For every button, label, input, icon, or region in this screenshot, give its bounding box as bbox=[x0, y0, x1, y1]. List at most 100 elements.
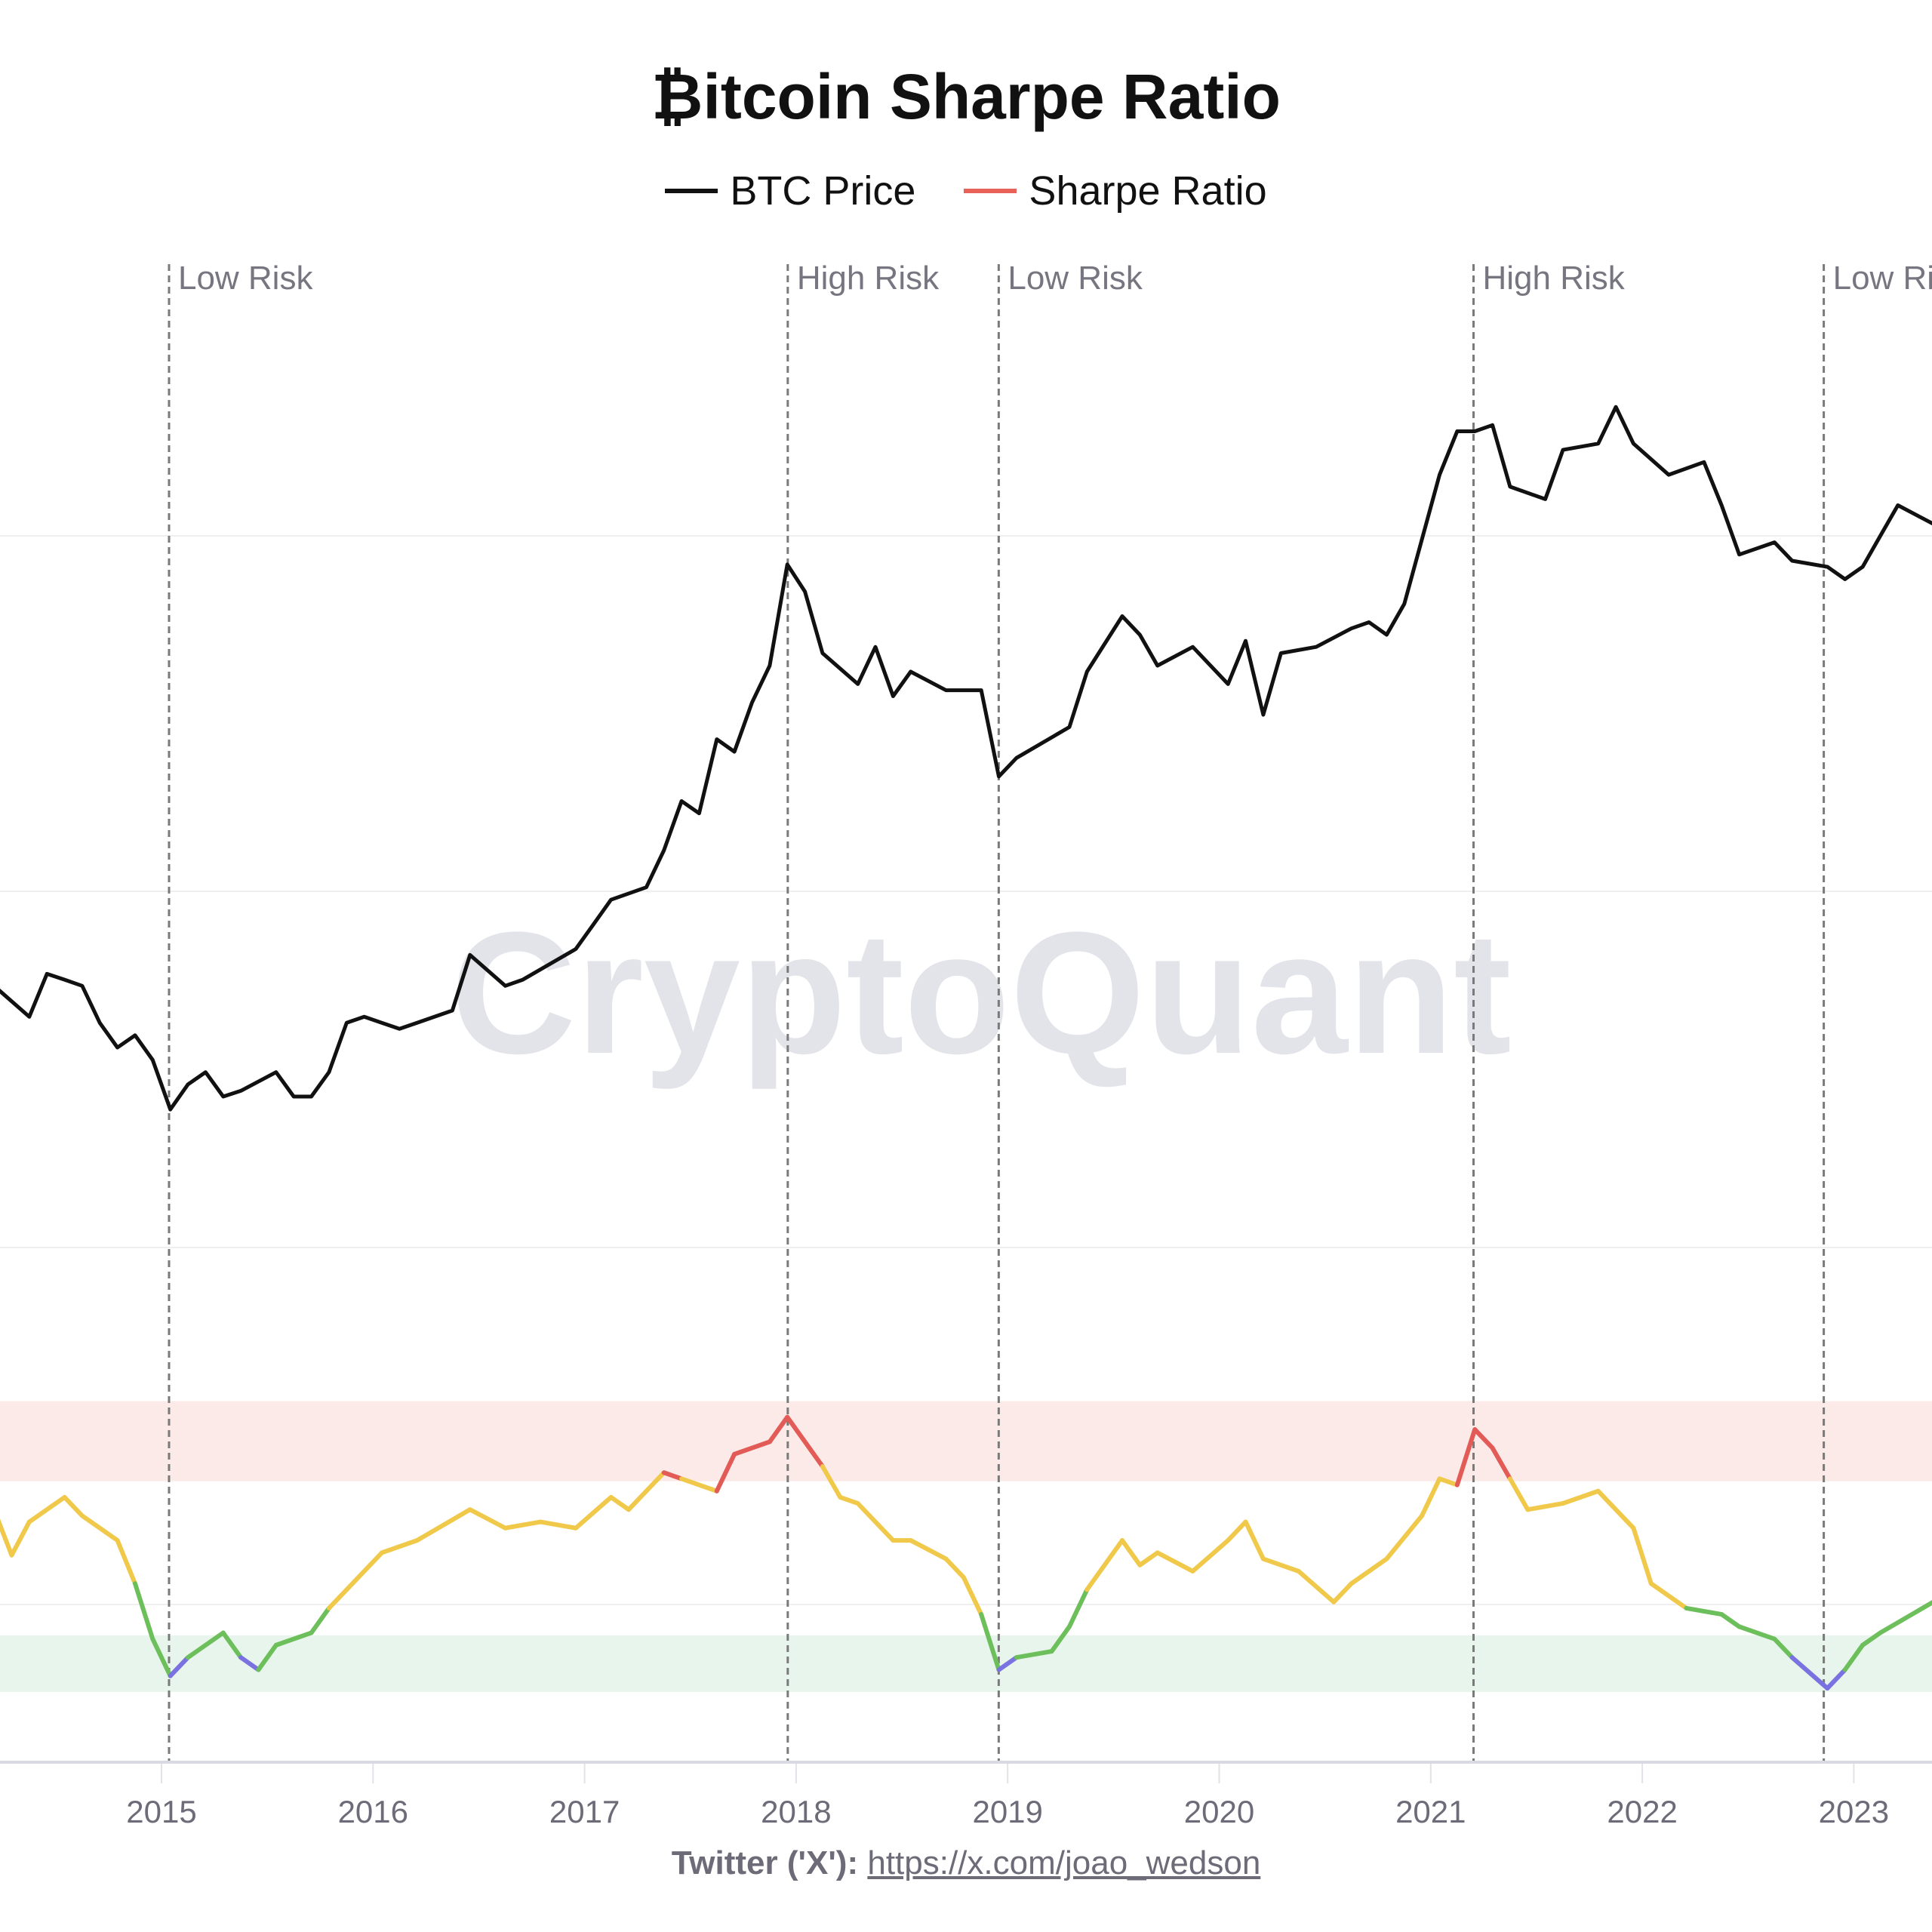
x-tick-label: 2017 bbox=[549, 1794, 620, 1829]
high-risk-band bbox=[0, 1401, 1932, 1481]
sharpe-ratio-segment bbox=[1296, 1568, 1337, 1604]
sharpe-ratio-segment bbox=[115, 1538, 137, 1586]
sharpe-ratio-segment bbox=[767, 1414, 790, 1444]
sharpe-ratio-segment bbox=[1789, 1655, 1830, 1691]
legend-swatch-sharpe-ratio bbox=[964, 189, 1017, 193]
sharpe-ratio-segment bbox=[9, 1519, 32, 1558]
sharpe-ratio-segment bbox=[679, 1476, 719, 1494]
sharpe-ratio-segment bbox=[1260, 1556, 1301, 1574]
sharpe-ratio-segment bbox=[1155, 1550, 1195, 1574]
sharpe-ratio-segment bbox=[785, 1414, 825, 1469]
btc-price-line bbox=[0, 405, 1932, 1112]
sharpe-ratio-segment bbox=[467, 1507, 508, 1531]
sharpe-ratio-segment bbox=[1842, 1642, 1866, 1672]
sharpe-ratio-segment bbox=[1420, 1476, 1442, 1518]
sharpe-ratio-segment bbox=[1878, 1600, 1932, 1635]
footer-prefix: Twitter ('X'): bbox=[671, 1844, 859, 1881]
sharpe-ratio-segment bbox=[1084, 1538, 1125, 1592]
sharpe-ratio-segment bbox=[344, 1550, 384, 1592]
sharpe-ratio-segment bbox=[608, 1494, 631, 1512]
sharpe-ratio-segment bbox=[1772, 1636, 1795, 1660]
chart-title: ₿itcoin Sharpe Ratio bbox=[651, 61, 1281, 132]
sharpe-ratio-segment bbox=[1226, 1519, 1248, 1543]
sharpe-ratio-segment bbox=[168, 1655, 191, 1678]
sharpe-ratio-segment bbox=[256, 1642, 278, 1672]
sharpe-ratio-segment bbox=[1331, 1581, 1354, 1604]
sharpe-ratio-segment bbox=[1525, 1501, 1565, 1512]
legend-swatch-btc-price bbox=[665, 189, 718, 193]
sharpe-ratio-segment bbox=[820, 1464, 843, 1500]
legend: BTC Price Sharpe Ratio bbox=[0, 168, 1932, 214]
sharpe-ratio-segment bbox=[238, 1655, 261, 1672]
x-tick-label: 2016 bbox=[338, 1794, 408, 1829]
sharpe-ratio-segment bbox=[979, 1612, 1001, 1672]
sharpe-ratio-segment bbox=[1066, 1587, 1090, 1629]
low-risk-band bbox=[0, 1635, 1932, 1692]
legend-item-sharpe-ratio[interactable]: Sharpe Ratio bbox=[964, 168, 1267, 214]
sharpe-ratio-segment bbox=[1349, 1556, 1389, 1586]
sharpe-ratio-segment bbox=[961, 1575, 984, 1617]
sharpe-ratio-segment bbox=[186, 1630, 226, 1660]
sharpe-ratio-segment bbox=[1860, 1630, 1883, 1647]
sharpe-ratio-segment bbox=[1737, 1624, 1777, 1641]
sharpe-ratio-segment bbox=[150, 1636, 173, 1678]
sharpe-ratio-segment bbox=[1595, 1488, 1636, 1531]
x-tick-label: 2018 bbox=[761, 1794, 831, 1829]
x-tick-label: 2015 bbox=[126, 1794, 196, 1829]
risk-marker-label: Low Risk bbox=[1008, 260, 1143, 297]
sharpe-ratio-segment bbox=[379, 1538, 420, 1555]
sharpe-ratio-segment bbox=[732, 1439, 772, 1457]
sharpe-ratio-segment bbox=[1243, 1519, 1266, 1561]
sharpe-ratio-segment bbox=[626, 1470, 666, 1512]
sharpe-ratio-segment bbox=[573, 1494, 614, 1531]
sharpe-ratio-segment bbox=[1631, 1525, 1654, 1586]
sharpe-ratio-segment bbox=[538, 1519, 578, 1531]
sharpe-ratio-segment bbox=[996, 1655, 1019, 1672]
sharpe-ratio-segment bbox=[220, 1630, 244, 1660]
sharpe-ratio-segment bbox=[1472, 1427, 1495, 1451]
sharpe-ratio-segment bbox=[838, 1494, 860, 1506]
risk-marker-label: High Risk bbox=[797, 260, 940, 297]
sharpe-ratio-segment bbox=[1190, 1538, 1231, 1574]
x-tick-label: 2021 bbox=[1395, 1794, 1466, 1829]
watermark: CryptoQuant bbox=[451, 896, 1512, 1090]
risk-marker-label: High Risk bbox=[1483, 260, 1626, 297]
footer: Twitter ('X'): https://x.com/joao_wedson bbox=[0, 1844, 1932, 1882]
sharpe-ratio-segment bbox=[132, 1581, 155, 1641]
sharpe-ratio-segment bbox=[1490, 1445, 1512, 1481]
sharpe-ratio-segment bbox=[1560, 1488, 1601, 1506]
sharpe-ratio-segment bbox=[414, 1507, 472, 1543]
legend-item-btc-price[interactable]: BTC Price bbox=[665, 168, 915, 214]
sharpe-ratio-segment bbox=[1384, 1513, 1425, 1561]
sharpe-ratio-segment bbox=[62, 1494, 85, 1518]
sharpe-ratio-segment bbox=[26, 1494, 67, 1524]
risk-marker-label: Low Risk bbox=[1833, 260, 1932, 297]
legend-label: Sharpe Ratio bbox=[1029, 168, 1267, 214]
sharpe-ratio-segment bbox=[1137, 1550, 1160, 1567]
sharpe-ratio-segment bbox=[1684, 1605, 1724, 1617]
footer-link[interactable]: https://x.com/joao_wedson bbox=[867, 1844, 1261, 1881]
sharpe-ratio-segment bbox=[1049, 1624, 1072, 1654]
x-tick-label: 2022 bbox=[1607, 1794, 1677, 1829]
sharpe-ratio-segment bbox=[326, 1587, 349, 1611]
sharpe-ratio-segment bbox=[0, 1518, 14, 1558]
x-tick-label: 2019 bbox=[972, 1794, 1042, 1829]
sharpe-ratio-segment bbox=[1120, 1538, 1143, 1567]
sharpe-ratio-segment bbox=[1437, 1476, 1460, 1487]
sharpe-ratio-segment bbox=[1454, 1427, 1478, 1487]
legend-label: BTC Price bbox=[730, 168, 916, 214]
sharpe-ratio-segment bbox=[273, 1630, 314, 1647]
sharpe-ratio-segment bbox=[1825, 1667, 1847, 1691]
x-tick-label: 2020 bbox=[1184, 1794, 1254, 1829]
x-tick-label: 2023 bbox=[1819, 1794, 1889, 1829]
sharpe-ratio-segment bbox=[1507, 1476, 1531, 1512]
sharpe-ratio-segment bbox=[503, 1519, 543, 1531]
sharpe-ratio-segment bbox=[1719, 1612, 1742, 1629]
sharpe-ratio-segment bbox=[79, 1513, 120, 1543]
sharpe-ratio-segment bbox=[908, 1538, 949, 1561]
sharpe-ratio-segment bbox=[943, 1556, 966, 1580]
risk-marker-label: Low Risk bbox=[178, 260, 313, 297]
sharpe-ratio-segment bbox=[661, 1470, 685, 1481]
sharpe-ratio-segment bbox=[1014, 1649, 1054, 1660]
